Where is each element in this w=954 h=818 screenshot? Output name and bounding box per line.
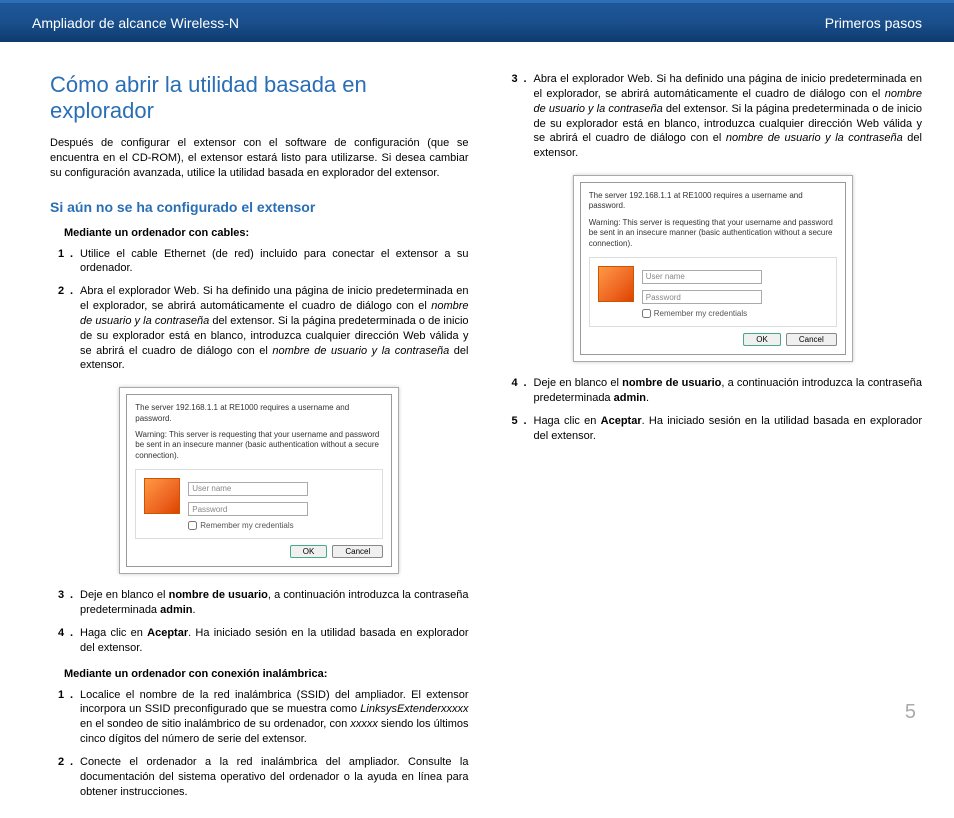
content: Cómo abrir la utilidad basada en explora… [0,42,954,818]
steps-wireless: 1.Localice el nombre de la red inalámbri… [50,688,469,800]
key-icon [144,478,180,514]
cancel-button[interactable]: Cancel [332,545,383,558]
password-input[interactable] [188,502,308,516]
key-icon [598,266,634,302]
steps-wired-a: 1.Utilice el cable Ethernet (de red) inc… [50,247,469,374]
dialog-warning-text: Warning: This server is requesting that … [135,430,383,461]
password-input[interactable] [642,290,762,304]
steps-right-c2: 4.Deje en blanco el nombre de usuario, a… [504,376,923,443]
list-item: 2.Abra el explorador Web. Si ha definido… [50,284,469,373]
list-item: 1.Localice el nombre de la red inalámbri… [50,688,469,747]
left-column: Cómo abrir la utilidad basada en explora… [50,72,469,808]
dialog-server-text: The server 192.168.1.1 at RE1000 require… [135,403,383,424]
right-column: 3.Abra el explorador Web. Si ha definido… [504,72,923,808]
header-right: Primeros pasos [825,15,922,31]
remember-checkbox[interactable]: Remember my credentials [188,521,374,530]
list-item: 2.Conecte el ordenador a la red inalámbr… [50,755,469,800]
heading-wired: Mediante un ordenador con cables: [64,227,469,239]
page-title: Cómo abrir la utilidad basada en explora… [50,72,469,124]
username-input[interactable] [188,482,308,496]
heading-wireless: Mediante un ordenador con conexión inalá… [64,668,469,680]
header-left: Ampliador de alcance Wireless-N [32,15,239,31]
page-number: 5 [905,701,916,724]
steps-wired-a2: 3.Deje en blanco el nombre de usuario, a… [50,588,469,655]
header-bar: Ampliador de alcance Wireless-N Primeros… [0,0,954,42]
list-item: 4.Haga clic en Aceptar. Ha iniciado sesi… [50,626,469,656]
login-dialog-screenshot: The server 192.168.1.1 at RE1000 require… [119,387,399,574]
cancel-button[interactable]: Cancel [786,333,837,346]
dialog-server-text: The server 192.168.1.1 at RE1000 require… [589,191,837,212]
ok-button[interactable]: OK [743,333,781,346]
list-item: 4.Deje en blanco el nombre de usuario, a… [504,376,923,406]
username-input[interactable] [642,270,762,284]
list-item: 3.Deje en blanco el nombre de usuario, a… [50,588,469,618]
steps-right-c: 3.Abra el explorador Web. Si ha definido… [504,72,923,161]
login-dialog-screenshot: The server 192.168.1.1 at RE1000 require… [573,175,853,362]
ok-button[interactable]: OK [290,545,328,558]
list-item: 1.Utilice el cable Ethernet (de red) inc… [50,247,469,277]
remember-checkbox[interactable]: Remember my credentials [642,309,828,318]
list-item: 5.Haga clic en Aceptar. Ha iniciado sesi… [504,414,923,444]
intro-paragraph: Después de configurar el extensor con el… [50,136,469,181]
subtitle: Si aún no se ha configurado el extensor [50,199,469,215]
list-item: 3.Abra el explorador Web. Si ha definido… [504,72,923,161]
dialog-warning-text: Warning: This server is requesting that … [589,218,837,249]
